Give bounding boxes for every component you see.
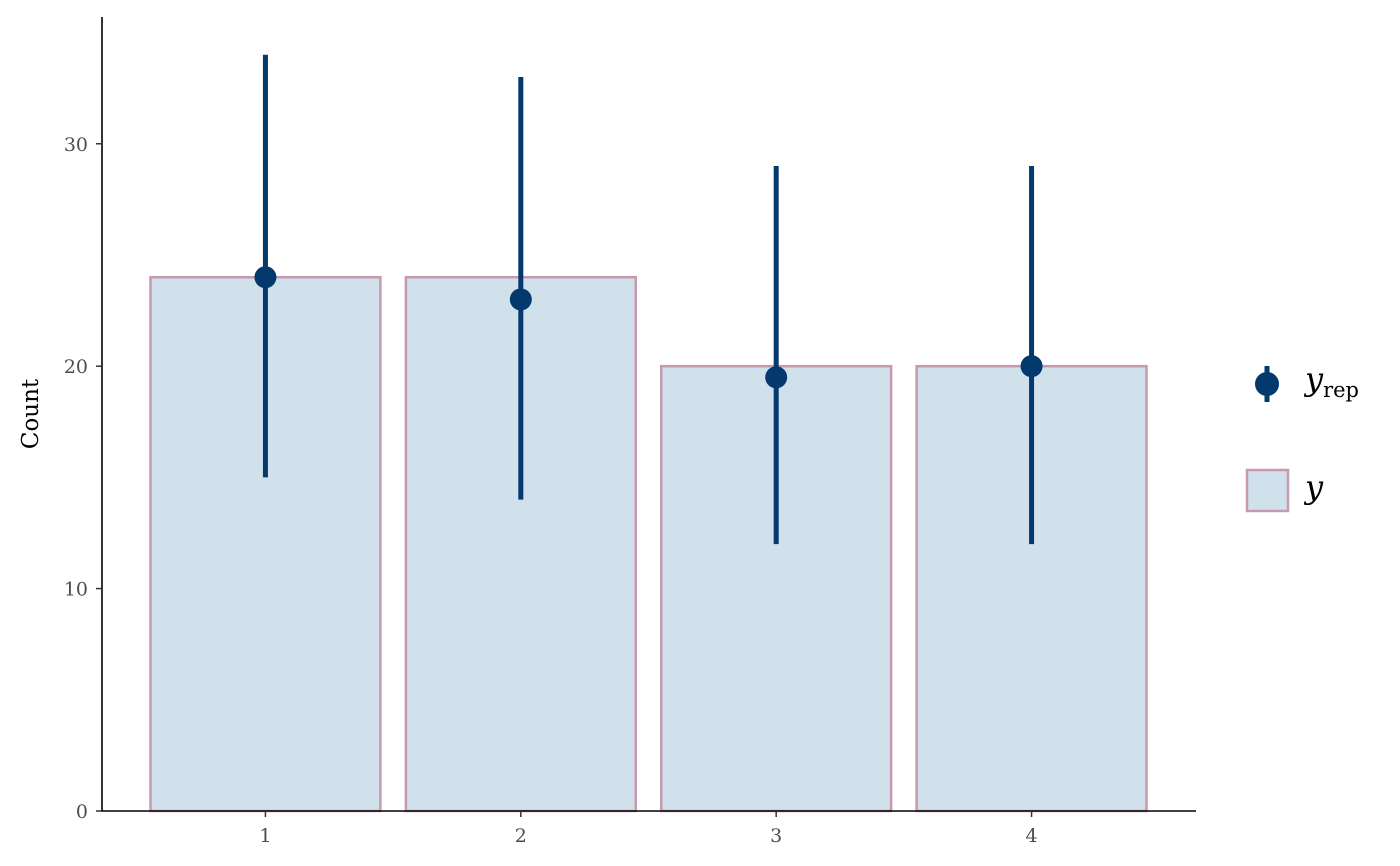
x-tick-label-3: 3 xyxy=(770,825,782,847)
x-tick-label-4: 4 xyxy=(1026,825,1038,847)
legend-yrep-point-icon xyxy=(1255,372,1279,396)
y-ticks: 0 10 20 30 xyxy=(64,134,102,823)
y-tick-label-10: 10 xyxy=(64,579,88,601)
legend: yrep y xyxy=(1245,360,1359,513)
intervals-layer xyxy=(254,54,1043,545)
legend-item-yrep: yrep xyxy=(1255,360,1359,402)
legend-yrep-label: yrep xyxy=(1303,360,1359,402)
y-tick-label-0: 0 xyxy=(76,801,88,823)
y-tick-label-30: 30 xyxy=(64,134,88,156)
bars-layer xyxy=(149,275,1148,813)
point-1 xyxy=(254,266,277,289)
x-tick-label-2: 2 xyxy=(515,825,527,847)
legend-item-y: y xyxy=(1245,468,1324,513)
x-tick-label-1: 1 xyxy=(259,825,271,847)
point-2 xyxy=(509,288,532,311)
x-ticks: 1 2 3 4 xyxy=(259,811,1038,847)
legend-y-label: y xyxy=(1303,468,1324,506)
y-tick-label-20: 20 xyxy=(64,356,88,378)
y-axis-label: Count xyxy=(18,378,44,449)
legend-y-swatch-icon xyxy=(1245,468,1290,513)
point-3 xyxy=(765,366,788,389)
point-4 xyxy=(1020,355,1043,378)
